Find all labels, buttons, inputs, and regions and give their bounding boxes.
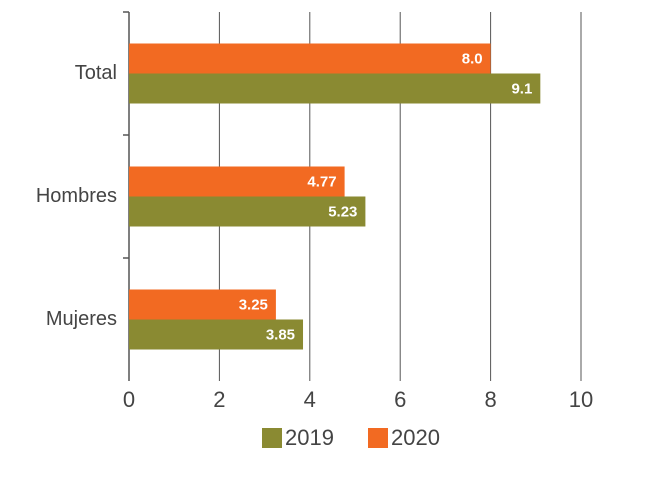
- bar: [129, 319, 304, 350]
- data-label: 3.25: [239, 296, 268, 313]
- legend-label: 2019: [285, 425, 334, 450]
- bar: [129, 43, 491, 74]
- data-label: 4.77: [307, 173, 336, 190]
- x-tick-label: 8: [484, 387, 496, 412]
- bar: [129, 73, 541, 104]
- data-label: 5.23: [328, 203, 357, 220]
- bar: [129, 196, 366, 227]
- bar: [129, 289, 276, 320]
- y-tick-label: Mujeres: [46, 308, 117, 330]
- x-tick-label: 6: [394, 387, 406, 412]
- x-tick-label: 2: [213, 387, 225, 412]
- legend-swatch: [368, 428, 388, 448]
- bar: [129, 166, 345, 197]
- y-tick-label: Total: [75, 62, 117, 84]
- y-tick-label: Hombres: [36, 185, 117, 207]
- data-label: 9.1: [511, 80, 532, 97]
- x-tick-label: 0: [123, 387, 135, 412]
- legend-swatch: [262, 428, 282, 448]
- x-tick-label: 10: [569, 387, 593, 412]
- x-tick-label: 4: [304, 387, 316, 412]
- legend-label: 2020: [391, 425, 440, 450]
- data-label: 3.85: [266, 326, 295, 343]
- data-label: 8.0: [462, 50, 483, 67]
